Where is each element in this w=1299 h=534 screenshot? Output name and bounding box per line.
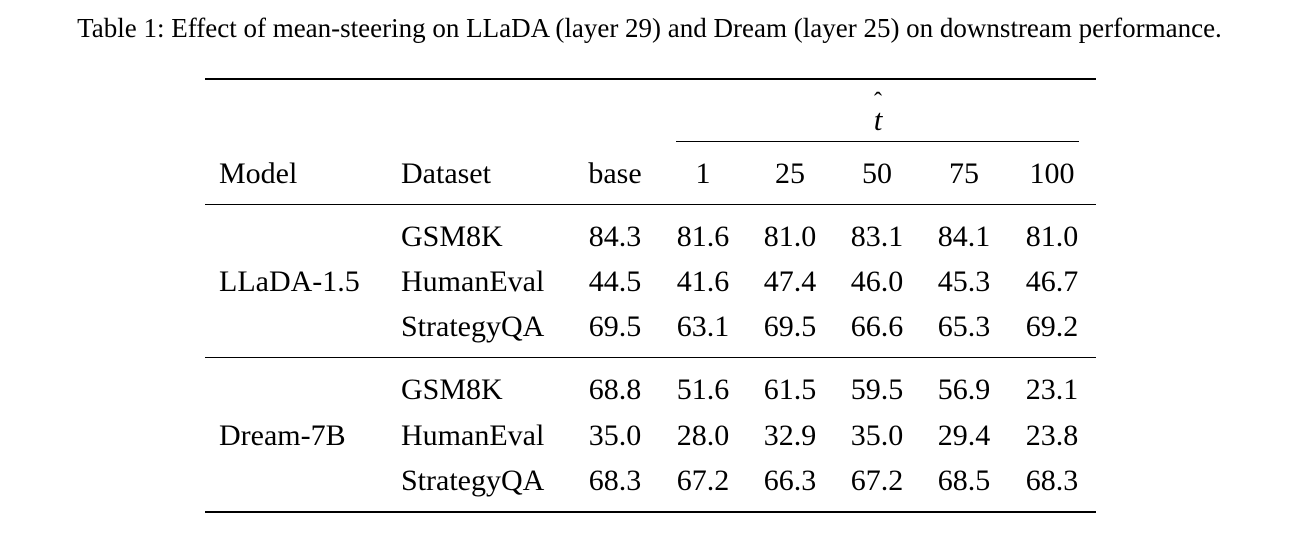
t-hat-group-label: ˆ t — [862, 89, 894, 137]
dataset-cell: StrategyQA — [401, 464, 545, 497]
value-cell: 51.6 — [676, 373, 730, 406]
value-cell: 67.2 — [850, 464, 904, 497]
header-t-1: 1 — [695, 157, 711, 190]
value-cell: 69.5 — [763, 310, 817, 343]
dataset-cell: HumanEval — [401, 265, 545, 298]
base-cell: 44.5 — [588, 265, 642, 298]
value-cell: 35.0 — [850, 419, 904, 452]
value-cell: 46.7 — [1025, 265, 1079, 298]
value-cell: 29.4 — [937, 419, 991, 452]
value-cell: 68.5 — [937, 464, 991, 497]
value-cell: 59.5 — [850, 373, 904, 406]
value-cell: 61.5 — [763, 373, 817, 406]
dataset-cell: StrategyQA — [401, 310, 545, 343]
t-hat-symbol: t — [873, 102, 883, 137]
value-cell: 66.6 — [850, 310, 904, 343]
base-cell: 69.5 — [588, 310, 642, 343]
top-rule — [205, 78, 1096, 80]
value-cell: 46.0 — [850, 265, 904, 298]
value-cell: 23.1 — [1025, 373, 1079, 406]
header-dataset: Dataset — [401, 157, 491, 190]
value-cell: 83.1 — [850, 220, 904, 253]
dataset-cell: GSM8K — [401, 220, 503, 253]
value-cell: 47.4 — [763, 265, 817, 298]
bottom-rule — [205, 511, 1096, 513]
group-separator-rule — [205, 357, 1096, 358]
header-rule — [205, 204, 1096, 205]
value-cell: 56.9 — [937, 373, 991, 406]
model-dream: Dream-7B — [219, 419, 346, 452]
value-cell: 45.3 — [937, 265, 991, 298]
value-cell: 66.3 — [763, 464, 817, 497]
value-cell: 81.0 — [763, 220, 817, 253]
dataset-cell: HumanEval — [401, 419, 545, 452]
header-model: Model — [219, 157, 298, 190]
value-cell: 68.3 — [1025, 464, 1079, 497]
header-t-25: 25 — [775, 157, 805, 190]
t-hat-accent: ˆ — [874, 89, 882, 115]
header-base: base — [588, 157, 642, 190]
header-t-75: 75 — [949, 157, 979, 190]
t-group-cmidrule — [676, 141, 1079, 142]
model-llada: LLaDA-1.5 — [219, 265, 360, 298]
base-cell: 84.3 — [588, 220, 642, 253]
base-cell: 68.8 — [588, 373, 642, 406]
value-cell: 69.2 — [1025, 310, 1079, 343]
value-cell: 65.3 — [937, 310, 991, 343]
value-cell: 23.8 — [1025, 419, 1079, 452]
header-t-50: 50 — [862, 157, 892, 190]
value-cell: 32.9 — [763, 419, 817, 452]
value-cell: 84.1 — [937, 220, 991, 253]
base-cell: 35.0 — [588, 419, 642, 452]
value-cell: 67.2 — [676, 464, 730, 497]
value-cell: 41.6 — [676, 265, 730, 298]
header-t-100: 100 — [1029, 157, 1075, 190]
dataset-cell: GSM8K — [401, 373, 503, 406]
value-cell: 28.0 — [676, 419, 730, 452]
value-cell: 63.1 — [676, 310, 730, 343]
value-cell: 81.0 — [1025, 220, 1079, 253]
base-cell: 68.3 — [588, 464, 642, 497]
value-cell: 81.6 — [676, 220, 730, 253]
table-caption: Table 1: Effect of mean-steering on LLaD… — [77, 13, 1222, 43]
